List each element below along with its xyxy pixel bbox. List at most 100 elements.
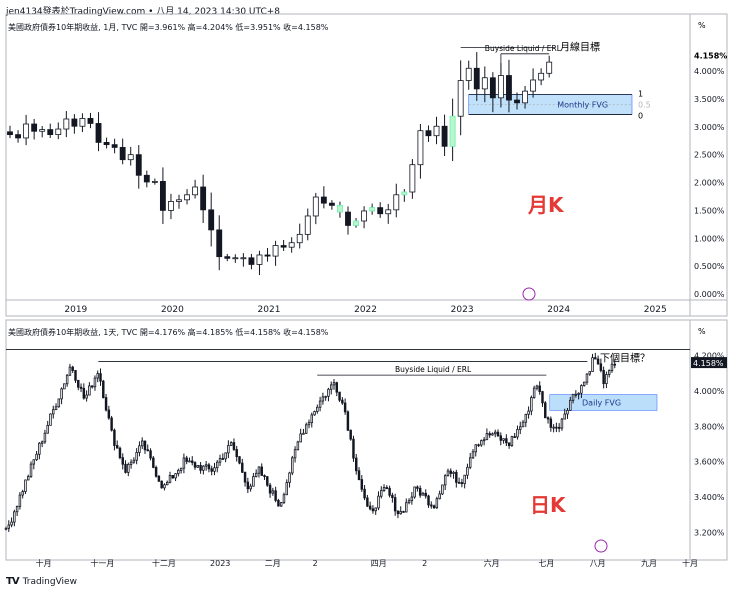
daily-candle <box>569 399 572 411</box>
daily-candle <box>430 504 433 507</box>
daily-candle <box>588 371 591 375</box>
monthly-candle <box>320 196 327 204</box>
daily-candle <box>107 409 111 419</box>
daily-candle <box>360 479 364 490</box>
daily-candle <box>43 432 47 443</box>
monthly-candle <box>119 147 126 161</box>
monthly-y-tick: 2.500% <box>694 151 725 160</box>
daily-candle <box>560 418 564 429</box>
daily-candle <box>110 417 113 431</box>
daily-candle <box>441 484 444 495</box>
footer-brand: TradingView <box>22 576 77 587</box>
monthly-candle <box>7 131 13 136</box>
daily-candle <box>471 451 475 459</box>
daily-candle <box>513 436 516 439</box>
daily-candle <box>218 458 222 463</box>
daily-candle <box>15 506 19 513</box>
daily-frame <box>5 319 728 561</box>
daily-candle <box>363 488 366 499</box>
daily-candle <box>207 464 211 470</box>
daily-candle <box>316 406 319 412</box>
daily-candle <box>310 414 313 424</box>
daily-x-tick: 二月 <box>265 559 281 568</box>
monthly-fib-1-label: 1 <box>638 89 643 98</box>
daily-candle <box>488 433 491 436</box>
daily-candle <box>321 396 325 402</box>
monthly-candle <box>522 90 528 104</box>
monthly-candle <box>312 196 319 217</box>
monthly-candle <box>127 154 134 161</box>
daily-candle <box>113 429 116 446</box>
daily-candle <box>168 475 172 483</box>
monthly-y-tick: 1.000% <box>694 234 725 243</box>
monthly-candle <box>497 75 504 99</box>
daily-candle <box>594 357 597 360</box>
daily-candle <box>502 438 505 441</box>
monthly-candle <box>192 186 199 196</box>
daily-candle <box>71 366 74 371</box>
daily-candle <box>243 471 247 483</box>
daily-candle <box>82 387 86 399</box>
monthly-buyside-label: Buyside Liquid / ERL <box>485 44 562 53</box>
daily-candle <box>613 363 616 366</box>
monthly-candle <box>417 130 424 166</box>
daily-x-tick: 2 <box>313 559 318 568</box>
daily-candle <box>318 400 322 408</box>
daily-candle <box>482 439 486 442</box>
monthly-chart: % 0.000% 0.500% 1.000% 1.500% 2.000% 2.500% 3.0… <box>5 13 728 317</box>
daily-candle <box>596 358 600 365</box>
daily-candle <box>65 374 69 385</box>
monthly-y-tick: 3.500% <box>694 95 725 104</box>
daily-candle <box>271 490 275 494</box>
daily-candle <box>424 492 427 497</box>
monthly-candle <box>15 134 21 139</box>
monthly-candle <box>473 67 480 90</box>
monthly-x-tick: 2021 <box>258 305 281 315</box>
daily-candle <box>405 502 408 513</box>
daily-candle <box>154 467 158 477</box>
daily-y-tick: 3.800% <box>694 422 725 431</box>
daily-candle <box>507 442 511 446</box>
daily-x-tick: 六月 <box>484 558 500 568</box>
monthly-candle <box>87 118 94 124</box>
daily-candle <box>132 459 136 463</box>
daily-chart-label: 日K <box>530 493 567 517</box>
monthly-candle <box>481 77 488 90</box>
daily-candle <box>221 458 225 460</box>
monthly-candle <box>353 220 359 226</box>
monthly-candle <box>296 233 303 244</box>
monthly-y-tick: 3.000% <box>694 123 725 132</box>
monthly-candle <box>232 257 239 260</box>
monthly-candle <box>200 186 207 211</box>
daily-candle <box>380 490 383 497</box>
daily-candle <box>52 409 55 415</box>
daily-candle <box>521 421 525 428</box>
daily-y-tick: 3.400% <box>694 493 725 502</box>
daily-candle <box>165 481 169 486</box>
daily-candle <box>21 491 24 496</box>
monthly-candle <box>385 209 392 215</box>
monthly-fib-0-label: 0 <box>638 112 643 121</box>
daily-candle <box>54 406 58 411</box>
monthly-x-tick: 2020 <box>161 305 184 315</box>
daily-candle <box>85 394 88 399</box>
daily-candle <box>391 494 394 499</box>
daily-candle <box>46 424 49 434</box>
daily-candle <box>377 495 380 509</box>
daily-candle <box>202 465 205 471</box>
daily-candle <box>260 466 263 476</box>
daily-candle <box>249 485 252 490</box>
daily-candle <box>591 357 594 372</box>
daily-candle <box>277 499 280 507</box>
daily-candle <box>338 391 341 401</box>
daily-candle <box>496 431 500 437</box>
daily-y-tick: 4.200% <box>694 352 725 361</box>
daily-candle <box>402 511 405 513</box>
daily-candle <box>4 527 8 530</box>
daily-candle <box>452 471 455 474</box>
daily-candle <box>466 466 469 476</box>
daily-candle <box>238 456 241 464</box>
daily-candle <box>135 452 138 461</box>
monthly-y-tick: 2.000% <box>694 179 725 188</box>
monthly-candle <box>546 61 553 74</box>
